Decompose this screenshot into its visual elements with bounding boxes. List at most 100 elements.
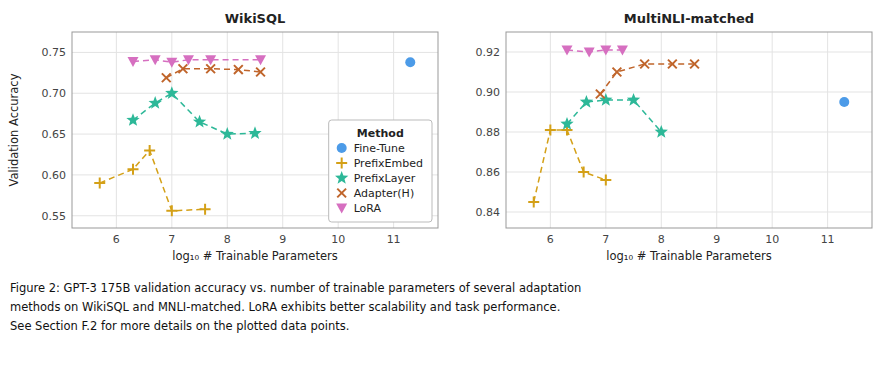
x-tick-label: 10 bbox=[765, 233, 779, 246]
marker-plus bbox=[600, 175, 611, 186]
grid-line-y bbox=[506, 212, 872, 213]
grid-line-y bbox=[506, 92, 872, 93]
chart-title: MultiNLI-matched bbox=[624, 11, 754, 26]
series-line bbox=[600, 64, 694, 94]
y-axis-label: Validation Accuracy bbox=[7, 73, 21, 186]
marker-triangle bbox=[128, 57, 139, 67]
grid bbox=[506, 32, 872, 228]
legend-marker bbox=[336, 204, 347, 214]
marker-star bbox=[221, 127, 234, 140]
data-layer bbox=[94, 55, 415, 216]
plot-area bbox=[506, 32, 872, 228]
grid-line-y bbox=[72, 52, 438, 53]
marker-star bbox=[580, 95, 593, 108]
marker-plus bbox=[166, 205, 177, 216]
legend: MethodFine-TunePrefixEmbedPrefixLayerAda… bbox=[329, 120, 432, 222]
marker-x bbox=[179, 64, 188, 73]
grid-line-x bbox=[282, 32, 283, 228]
plot-frame bbox=[72, 32, 438, 228]
marker-star bbox=[165, 86, 178, 99]
x-axis-label: log₁₀ # Trainable Parameters bbox=[606, 249, 771, 263]
y-tick-label: 0.75 bbox=[42, 46, 67, 59]
y-tick-label: 0.70 bbox=[42, 87, 67, 100]
marker-triangle bbox=[600, 46, 611, 56]
chart-title: WikiSQL bbox=[225, 11, 286, 26]
series bbox=[839, 97, 849, 107]
series bbox=[528, 125, 611, 208]
caption-line: methods on WikiSQL and MNLI-matched. LoR… bbox=[10, 300, 560, 314]
marker-circle bbox=[839, 97, 849, 107]
marker-plus bbox=[144, 145, 155, 156]
x-tick-label: 9 bbox=[713, 233, 720, 246]
panel: 678910110.840.860.880.900.92MultiNLI-mat… bbox=[476, 11, 873, 263]
grid-line-y bbox=[72, 93, 438, 94]
marker-x bbox=[668, 60, 677, 69]
y-tick-label: 0.65 bbox=[42, 128, 67, 141]
legend-marker bbox=[336, 158, 347, 169]
legend-marker bbox=[335, 171, 348, 184]
series-line bbox=[534, 130, 606, 202]
marker-circle bbox=[405, 57, 415, 67]
x-tick-label: 11 bbox=[387, 233, 401, 246]
series-line bbox=[567, 50, 622, 52]
marker-star bbox=[126, 113, 139, 126]
grid-line-y bbox=[506, 52, 872, 53]
x-axis-label: log₁₀ # Trainable Parameters bbox=[172, 249, 337, 263]
grid-line-x bbox=[827, 32, 828, 228]
plot-area bbox=[72, 32, 438, 228]
caption-line: See Section F.2 for more details on the … bbox=[10, 319, 349, 333]
legend-title: Method bbox=[357, 127, 404, 140]
marker-x bbox=[596, 90, 605, 99]
marker-triangle bbox=[584, 48, 595, 58]
marker-x bbox=[613, 68, 622, 77]
marker-triangle bbox=[150, 55, 161, 65]
series bbox=[162, 64, 265, 82]
caption-line: Figure 2: GPT-3 175B validation accuracy… bbox=[10, 281, 581, 295]
marker-star bbox=[655, 125, 668, 138]
marker-triangle bbox=[562, 46, 573, 56]
series bbox=[128, 55, 267, 67]
legend-marker bbox=[337, 189, 346, 198]
marker-x bbox=[640, 60, 649, 69]
marker-x bbox=[256, 68, 265, 77]
legend-label: Adapter(H) bbox=[354, 187, 415, 200]
y-tick-label: 0.84 bbox=[476, 206, 501, 219]
data-layer bbox=[528, 46, 849, 208]
marker-triangle bbox=[205, 55, 216, 65]
y-tick-label: 0.86 bbox=[476, 166, 501, 179]
series bbox=[562, 46, 628, 58]
legend-box bbox=[329, 120, 432, 222]
y-tick-label: 0.92 bbox=[476, 46, 501, 59]
series bbox=[560, 93, 668, 138]
grid-line-y bbox=[506, 132, 872, 133]
x-tick-label: 8 bbox=[224, 233, 231, 246]
marker-star bbox=[193, 115, 206, 128]
grid-line-x bbox=[605, 32, 606, 228]
x-tick-label: 8 bbox=[658, 233, 665, 246]
y-tick-label: 0.88 bbox=[476, 126, 501, 139]
y-tick-label: 0.90 bbox=[476, 86, 501, 99]
series-line bbox=[100, 150, 205, 210]
marker-x bbox=[690, 60, 699, 69]
y-tick-label: 0.60 bbox=[42, 169, 67, 182]
series-line bbox=[133, 60, 261, 62]
marker-plus bbox=[528, 197, 539, 208]
chart-root: 678910110.550.600.650.700.75WikiSQLlog₁₀… bbox=[0, 0, 884, 388]
legend-label: Fine-Tune bbox=[354, 142, 405, 155]
grid bbox=[72, 32, 438, 228]
series bbox=[405, 57, 415, 67]
series bbox=[94, 145, 210, 216]
series bbox=[126, 86, 261, 140]
marker-star bbox=[248, 126, 261, 139]
marker-x bbox=[234, 65, 243, 74]
marker-star bbox=[149, 96, 162, 109]
legend-marker bbox=[337, 143, 347, 153]
series bbox=[596, 60, 699, 99]
series-line bbox=[567, 100, 661, 132]
x-tick-label: 7 bbox=[602, 233, 609, 246]
marker-star bbox=[627, 93, 640, 106]
x-tick-label: 10 bbox=[331, 233, 345, 246]
background bbox=[0, 0, 884, 388]
marker-plus bbox=[128, 164, 139, 175]
x-tick-label: 6 bbox=[113, 233, 120, 246]
